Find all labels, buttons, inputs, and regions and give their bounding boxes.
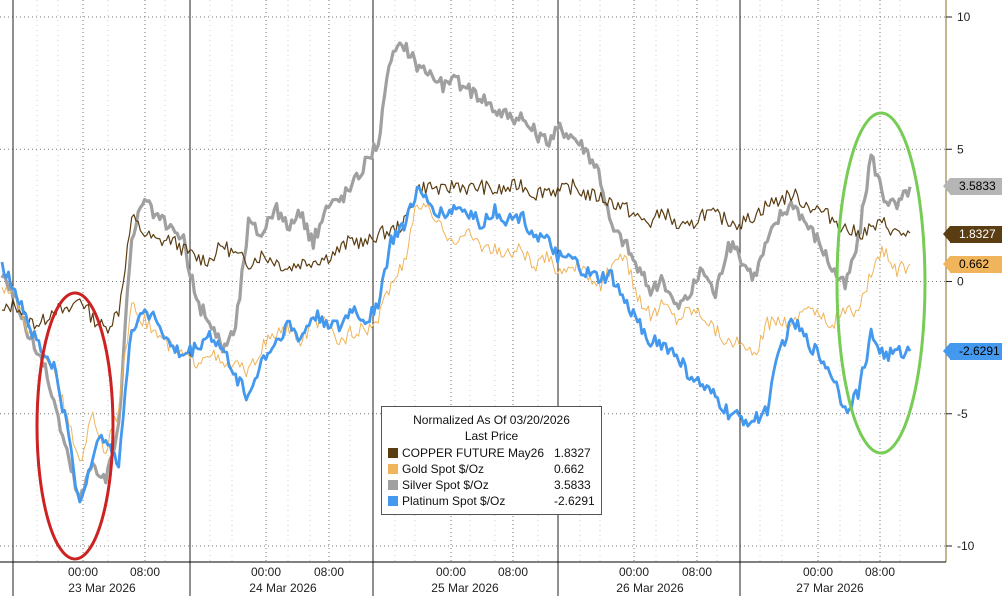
x-tick-label-time: 00:00 [68, 565, 98, 579]
x-tick-label-date: 25 Mar 2026 [431, 581, 499, 595]
x-tick-label-date: 24 Mar 2026 [249, 581, 317, 595]
green-highlight-ellipse [835, 111, 927, 455]
legend-row-platinum: Platinum Spot $/Oz -2.6291 [388, 493, 600, 509]
x-tick-label-time: 08:00 [865, 565, 895, 579]
grid [0, 0, 946, 596]
axis-layer: 10 5 0 -5 -10 00:00 08:00 00:00 08:00 00:00 08:00 0… [0, 0, 975, 595]
legend-title: Normalized As Of 03/20/2026 [413, 413, 570, 427]
legend-subtitle: Last Price [464, 429, 519, 443]
price-tag-silver: 3.5833 [943, 178, 1002, 195]
legend-swatch-silver [388, 480, 398, 490]
series-line-0 [1, 178, 911, 334]
legend-value-platinum: -2.6291 [554, 494, 595, 508]
series-line-3 [0, 185, 912, 504]
x-tick-label-time: 08:00 [498, 565, 528, 579]
x-tick-label-time: 00:00 [619, 565, 649, 579]
x-tick-label-date: 23 Mar 2026 [68, 581, 136, 595]
legend-label-gold: Gold Spot $/Oz [402, 462, 485, 476]
legend-label-platinum: Platinum Spot $/Oz [402, 494, 506, 508]
legend-row-gold: Gold Spot $/Oz 0.662 [388, 461, 600, 477]
price-tag-platinum: -2.6291 [943, 343, 1002, 360]
legend-label-silver: Silver Spot $/Oz [402, 478, 489, 492]
x-tick-label-date: 26 Mar 2026 [616, 581, 684, 595]
legend-value-silver: 3.5833 [554, 478, 591, 492]
series-line-1 [1, 202, 911, 462]
red-highlight-ellipse [35, 291, 115, 561]
annotation-layer [35, 111, 927, 561]
legend-label-copper: COPPER FUTURE May26 [402, 446, 545, 460]
x-tick-label-time: 08:00 [314, 565, 344, 579]
legend-swatch-gold [388, 464, 398, 474]
x-tick-label-time: 00:00 [436, 565, 466, 579]
y-tick-label: 5 [957, 142, 964, 156]
price-tag-copper: 1.8327 [943, 226, 1002, 243]
legend-row-silver: Silver Spot $/Oz 3.5833 [388, 477, 600, 493]
price-tag-gold: 0.662 [943, 256, 1002, 273]
legend-box: Normalized As Of 03/20/2026 Last Price C… [381, 406, 602, 515]
y-tick-label: -5 [957, 407, 968, 421]
legend-swatch-copper [388, 448, 398, 458]
series-line-2 [0, 41, 912, 501]
x-tick-label-date: 27 Mar 2026 [796, 581, 864, 595]
x-tick-label-time: 00:00 [803, 565, 833, 579]
series-layer [0, 41, 912, 504]
legend-swatch-platinum [388, 496, 398, 506]
x-tick-label-time: 08:00 [130, 565, 160, 579]
legend-row-copper: COPPER FUTURE May26 1.8327 [388, 445, 600, 461]
x-tick-label-time: 00:00 [251, 565, 281, 579]
y-tick-label: -10 [957, 539, 975, 553]
legend-value-copper: 1.8327 [554, 446, 591, 460]
y-tick-label: 0 [957, 275, 964, 289]
legend-value-gold: 0.662 [554, 462, 585, 476]
y-tick-label: 10 [957, 10, 971, 24]
x-tick-label-time: 08:00 [682, 565, 712, 579]
